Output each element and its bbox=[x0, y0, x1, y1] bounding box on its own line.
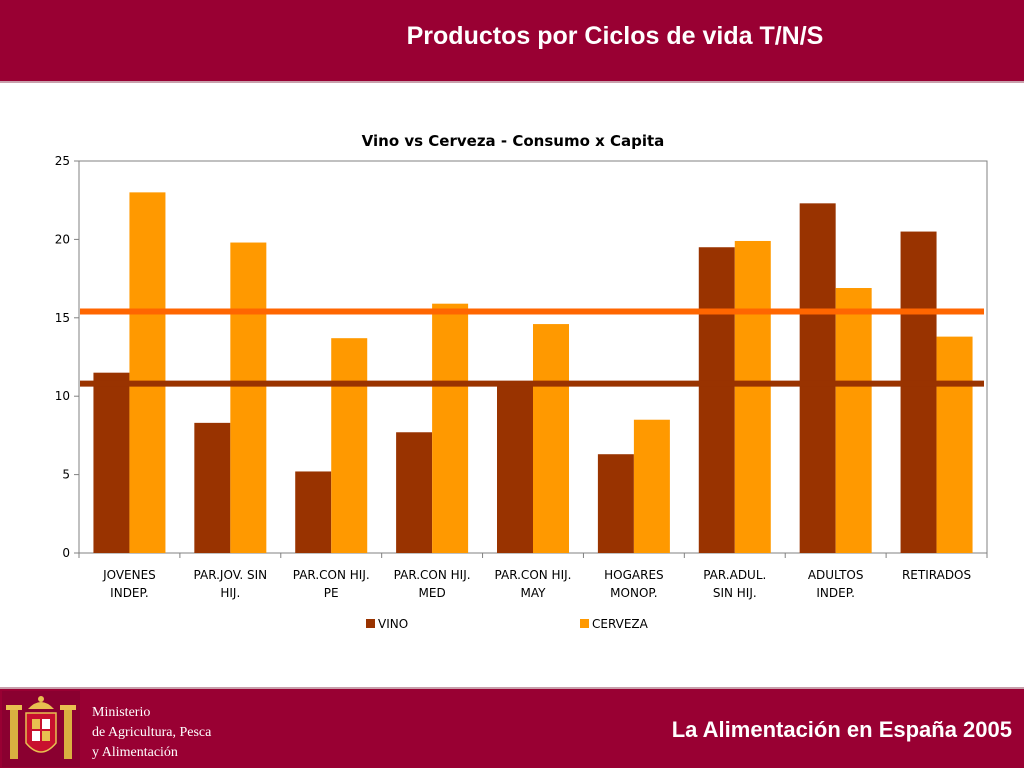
footer-divider bbox=[0, 687, 1024, 689]
bar-vino bbox=[396, 432, 433, 553]
bar-vino bbox=[194, 422, 231, 553]
chart-area: Vino vs Cerveza - Consumo x Capita 0 5 10 15… bbox=[0, 120, 1024, 650]
x-category-label: INDEP. bbox=[110, 586, 149, 600]
x-category-label: PE bbox=[324, 586, 339, 600]
bar-vino bbox=[597, 454, 634, 553]
ministry-line-3: y Alimentación bbox=[92, 745, 178, 760]
x-category-label: MED bbox=[419, 586, 446, 600]
header-divider bbox=[0, 81, 1024, 83]
legend-label-cerveza: CERVEZA bbox=[592, 617, 649, 631]
coat-of-arms-logo bbox=[2, 691, 80, 767]
x-category-label: HOGARES bbox=[604, 568, 664, 582]
bar-cerveza bbox=[432, 303, 469, 553]
x-category-label: PAR.ADUL. bbox=[703, 568, 766, 582]
bar-cerveza bbox=[129, 192, 166, 554]
x-category-label: PAR.CON HIJ. bbox=[495, 568, 572, 582]
ministry-line-2: de Agricultura, Pesca bbox=[92, 725, 212, 740]
x-category-label: ADULTOS bbox=[808, 568, 864, 582]
footer-bar: Ministerio de Agricultura, Pesca y Alime… bbox=[0, 689, 1024, 768]
x-category-label: RETIRADOS bbox=[902, 568, 971, 582]
x-category-label: SIN HIJ. bbox=[713, 586, 757, 600]
legend-label-vino: VINO bbox=[378, 617, 408, 631]
y-tick-label: 5 bbox=[62, 468, 70, 482]
bar-vino bbox=[698, 247, 735, 553]
bar-vino bbox=[900, 231, 937, 553]
bar-cerveza bbox=[331, 338, 368, 553]
y-tick-label: 10 bbox=[55, 389, 70, 403]
x-category-label: MAY bbox=[521, 586, 547, 600]
ministry-line-1: Ministerio bbox=[92, 705, 151, 720]
bar-cerveza bbox=[230, 242, 267, 553]
x-category-label: JOVENES bbox=[102, 568, 156, 582]
x-category-label: INDEP. bbox=[816, 586, 855, 600]
bar-cerveza bbox=[533, 324, 569, 553]
bar-cerveza bbox=[633, 419, 670, 553]
y-tick-label: 15 bbox=[55, 311, 70, 325]
page-title: Productos por Ciclos de vida T/N/S bbox=[406, 22, 824, 50]
chart-title: Vino vs Cerveza - Consumo x Capita bbox=[362, 132, 665, 150]
x-category-label: MONOP. bbox=[610, 586, 657, 600]
legend-swatch-cerveza bbox=[580, 619, 589, 628]
footer-title: La Alimentación en España 2005 bbox=[671, 717, 1012, 742]
bar-cerveza bbox=[734, 240, 771, 553]
x-category-label: PAR.JOV. SIN bbox=[194, 568, 268, 582]
bar-vino bbox=[93, 372, 130, 553]
header-bar: Productos por Ciclos de vida T/N/S bbox=[0, 0, 1024, 81]
y-tick-label: 0 bbox=[62, 546, 70, 560]
ministry-name: Ministerio de Agricultura, Pesca y Alime… bbox=[92, 703, 211, 763]
y-tick-label: 20 bbox=[55, 232, 70, 246]
bar-vino bbox=[497, 385, 533, 553]
bar-vino bbox=[799, 203, 836, 553]
legend-swatch-vino bbox=[366, 619, 375, 628]
y-tick-label: 25 bbox=[55, 154, 70, 168]
x-category-label: PAR.CON HIJ. bbox=[394, 568, 471, 582]
x-category-label: HIJ. bbox=[220, 586, 240, 600]
bar-chart: Vino vs Cerveza - Consumo x Capita 0 5 10 15… bbox=[55, 132, 988, 631]
x-category-label: PAR.CON HIJ. bbox=[293, 568, 370, 582]
bar-cerveza bbox=[936, 336, 973, 553]
bar-cerveza bbox=[835, 288, 872, 553]
bar-vino bbox=[295, 471, 332, 553]
